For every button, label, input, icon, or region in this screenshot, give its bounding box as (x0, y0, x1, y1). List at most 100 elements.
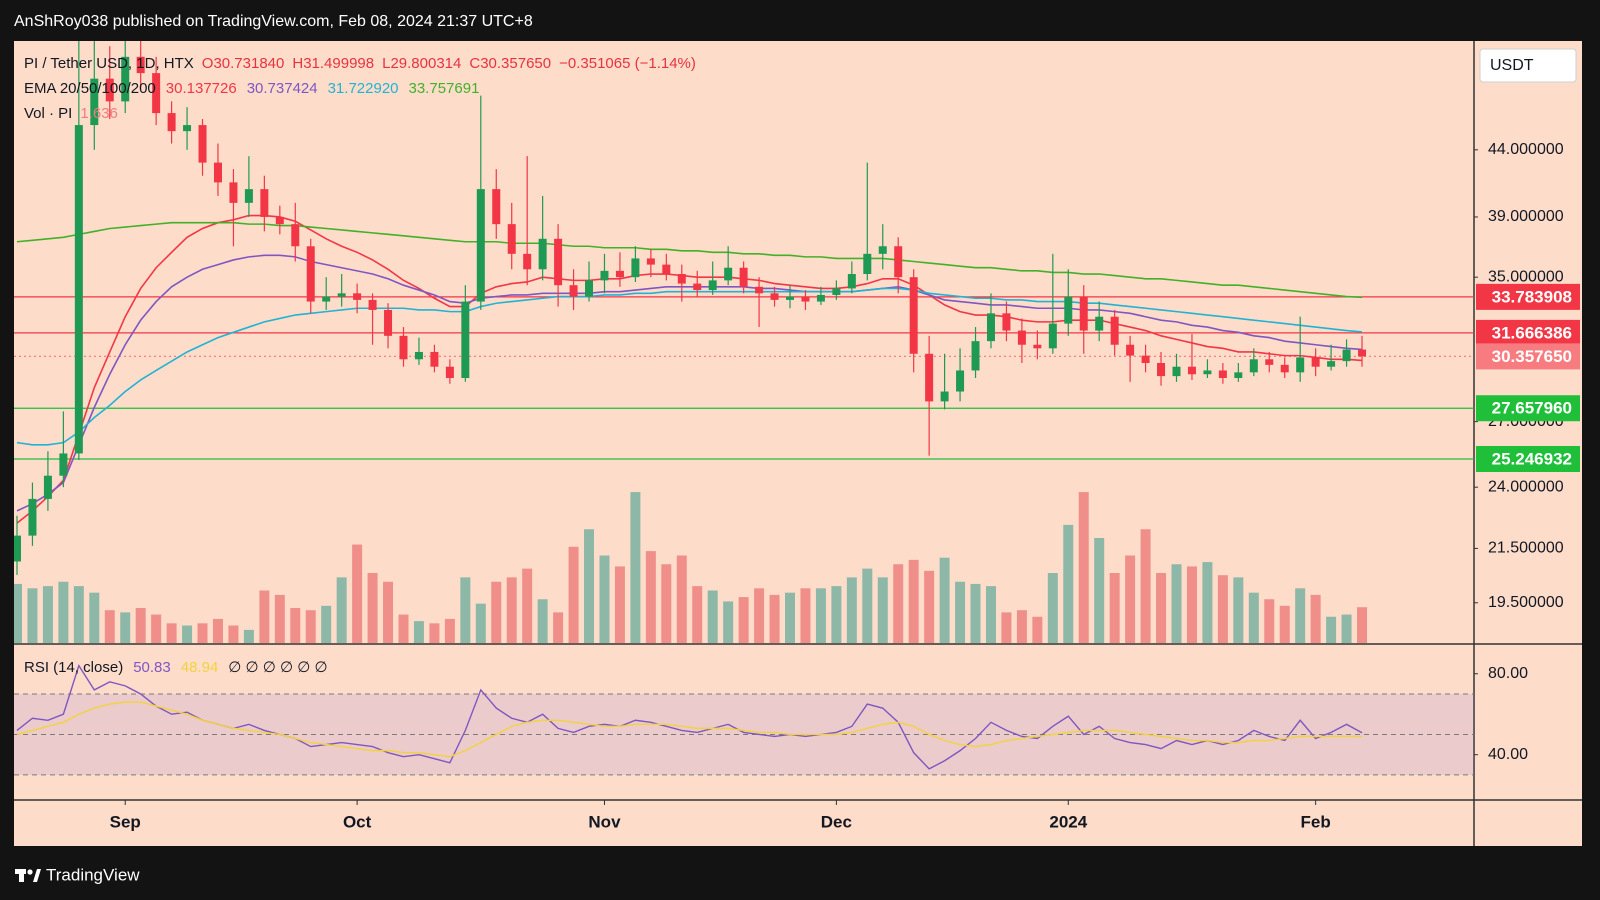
volume-bar (475, 603, 486, 643)
candle-body (1296, 357, 1305, 373)
volume-bar (877, 577, 888, 643)
candle-body (152, 73, 161, 114)
candle-body (492, 189, 501, 225)
volume-bar (367, 573, 378, 643)
currency-box[interactable] (1479, 48, 1577, 83)
ohlc: H31.499998 (292, 55, 374, 72)
volume-bar (692, 586, 703, 643)
level-tag (1476, 319, 1580, 346)
candle-body (1218, 370, 1227, 379)
volume-bar (104, 610, 115, 643)
volume-bar (1217, 575, 1228, 643)
candle-body (90, 78, 99, 126)
candle-body (755, 286, 764, 294)
volume-bar (522, 568, 533, 643)
volume-bar (1279, 605, 1290, 643)
candle-body (1064, 296, 1073, 324)
candle-body (1157, 362, 1166, 377)
candle-body (322, 296, 331, 302)
x-tick-label: Oct (343, 812, 372, 831)
candle-body (59, 453, 68, 476)
level-label: 33.783908 (1492, 287, 1572, 306)
y-tick-label: 80.00 (1488, 665, 1528, 682)
legend-line: Vol · PI 1.636 (24, 105, 118, 122)
candle-body (523, 253, 532, 270)
candle-body (693, 283, 702, 291)
candle-body (1234, 372, 1243, 379)
candle-body (1265, 359, 1274, 365)
volume-bar (630, 492, 641, 643)
candle-body (878, 246, 887, 254)
candle-body (353, 293, 362, 300)
volume-bar (1186, 566, 1197, 643)
volume-bar (846, 577, 857, 643)
volume-bar (599, 555, 610, 643)
volume-bar (352, 544, 363, 643)
volume-bar (398, 614, 409, 643)
rsi-pane (14, 664, 1474, 776)
candle-body (368, 299, 377, 310)
volume-bar (135, 608, 146, 643)
volume-bar (1016, 610, 1027, 643)
volume-bar (290, 608, 301, 643)
volume-bar (506, 577, 517, 643)
price-pane (14, 41, 1474, 643)
candle-body (971, 341, 980, 371)
volume-bar (243, 629, 254, 643)
x-tick-label: Nov (588, 812, 621, 831)
candle-body (461, 301, 470, 379)
vol-value: 1.636 (80, 105, 118, 122)
volume-bar (754, 588, 765, 643)
candle-body (986, 313, 995, 342)
candle-body (1126, 344, 1135, 356)
volume-bar (568, 546, 579, 643)
volume-bar (1032, 616, 1043, 643)
candle-body (569, 285, 578, 297)
candle-body (816, 294, 825, 302)
volume-bar (1357, 607, 1368, 643)
ema-line (16, 221, 1363, 299)
candle-body (291, 224, 300, 247)
candle-body (956, 370, 965, 392)
candle-body (677, 274, 686, 284)
level-tag (1476, 395, 1580, 422)
candle-body (832, 288, 841, 295)
volume-bar (1202, 562, 1213, 643)
level-tag (1476, 343, 1580, 370)
x-tick-label: 2024 (1049, 812, 1087, 831)
change: −0.351065 (−1.14%) (559, 55, 696, 72)
volume-bar (151, 614, 162, 643)
volume-bar (212, 618, 223, 643)
y-tick-label: 40.00 (1488, 746, 1528, 763)
volume-bar (182, 625, 193, 643)
volume-bar (413, 621, 424, 643)
candle-body (909, 277, 918, 354)
candle-body (585, 280, 594, 297)
x-tick-label: Feb (1301, 812, 1331, 831)
volume-bar (1001, 612, 1012, 643)
volume-bar (661, 564, 672, 643)
volume-bar (1047, 573, 1058, 643)
candle-body (1048, 323, 1057, 349)
candle-body (399, 335, 408, 360)
candle-body (430, 351, 439, 367)
volume-bar (1094, 538, 1105, 643)
volume-bar (120, 612, 131, 643)
volume-bar (73, 586, 84, 643)
volume-bar (197, 623, 208, 643)
vol-name: Vol · PI (24, 105, 72, 122)
ema-line (16, 287, 1363, 446)
candle-body (74, 125, 83, 454)
volume-bar (645, 551, 656, 643)
volume-bar (939, 557, 950, 643)
candle-body (1358, 349, 1367, 357)
volume-bar (1326, 616, 1337, 643)
volume-bar (723, 601, 734, 643)
rsi-value: 50.83 (133, 659, 171, 676)
volume-bar (1140, 529, 1151, 643)
volume-bar (444, 618, 455, 643)
ema-value: 31.722920 (328, 80, 399, 97)
volume-bar (89, 592, 100, 643)
candle-body (1249, 359, 1258, 373)
